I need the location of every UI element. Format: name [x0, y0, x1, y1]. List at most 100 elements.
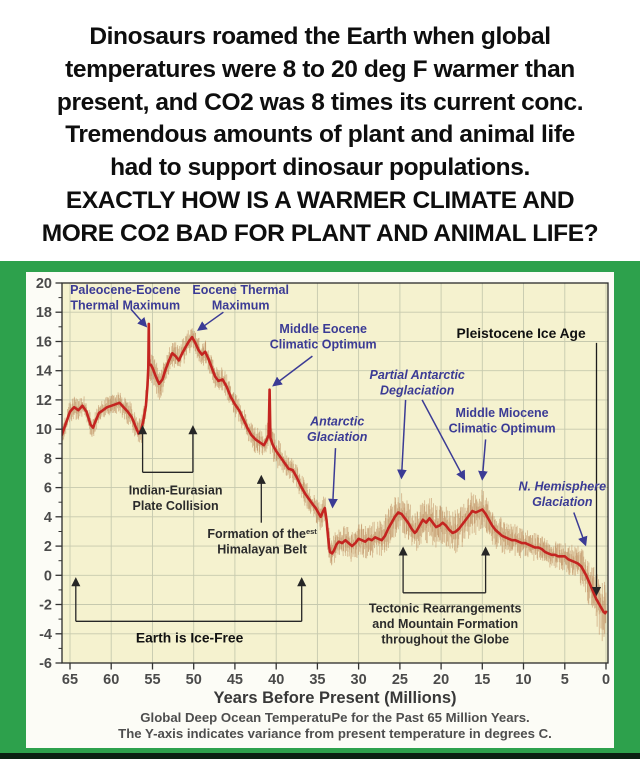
noise-stroke — [546, 539, 548, 560]
noise-stroke — [424, 500, 426, 531]
annotation-arrow — [197, 311, 224, 331]
meme-line: EXACTLY HOW IS A WARMER CLIMATE AND — [65, 186, 575, 214]
x-tick-label: 30 — [351, 672, 367, 688]
y-tick-label: 4 — [44, 510, 52, 526]
annotation-label: Middle Miocene — [456, 406, 549, 420]
x-tick-label: 60 — [103, 672, 119, 688]
noise-stroke — [375, 528, 378, 555]
noise-stroke — [417, 518, 419, 549]
noise-stroke — [403, 502, 406, 539]
annotation-label: Earth is Ice-Free — [136, 631, 244, 646]
meme-line: temperatures were 8 to 20 deg F warmer t… — [65, 55, 575, 83]
noise-stroke — [562, 545, 564, 571]
annotation-label: Plate Collision — [133, 499, 219, 513]
noise-stroke — [527, 535, 530, 558]
noise-stroke — [604, 584, 606, 624]
annotation-label: Partial Antarctic — [369, 368, 464, 382]
annotation-label: Climatic Optimum — [270, 337, 377, 351]
y-tick-label: 10 — [36, 422, 52, 438]
frame-bottom-strip — [0, 753, 640, 759]
annotation-label: Maximum — [212, 299, 270, 313]
annotation-label: Tectonic Rearrangements — [369, 602, 522, 616]
y-tick-label: 0 — [44, 568, 52, 584]
noise-stroke — [121, 397, 123, 418]
noise-stroke — [106, 396, 109, 412]
noise-stroke — [430, 497, 432, 536]
annotation-arrow — [478, 439, 488, 481]
x-tick-label: 40 — [268, 672, 284, 688]
noise-stroke — [563, 548, 565, 570]
y-tick-label: 18 — [36, 305, 52, 321]
meme-line: present, and CO2 was 8 times its current… — [56, 88, 584, 116]
x-tick-label: 65 — [62, 672, 78, 688]
meme-line: Tremendous amounts of plant and animal l… — [65, 121, 575, 149]
x-tick-label: 10 — [515, 672, 531, 688]
meme-text-block: Dinosaurs roamed the Earth when global t… — [0, 21, 640, 251]
y-tick-label: 12 — [36, 393, 52, 409]
noise-stroke — [479, 501, 482, 516]
noise-stroke — [453, 516, 455, 540]
x-tick-label: 50 — [186, 672, 202, 688]
meme-line: MORE CO2 BAD FOR PLANT AND ANIMAL LIFE? — [41, 219, 599, 247]
noise-stroke — [468, 498, 470, 527]
chart-inner-panel: 20 18 16 14 12 10 8 6 4 2 0 -2 -4 -6 65 60 55 50 45 40 35 30 2… — [26, 272, 614, 748]
curve-line — [62, 322, 608, 615]
y-tick-label: 20 — [36, 276, 52, 292]
grid-lines — [62, 282, 608, 664]
noise-stroke — [594, 575, 597, 608]
x-tick-label: 35 — [309, 672, 325, 688]
annotation-label: Middle Eocene — [279, 322, 367, 336]
annotation-arrow — [130, 308, 148, 328]
x-tick-label: 25 — [392, 672, 408, 688]
annotation-label: Himalayan Belt — [217, 543, 307, 557]
chart-annotations: Paleocene-Eocene Thermal Maximum Eocene Th… — [70, 283, 606, 647]
annotation-label: Glaciation — [307, 430, 368, 444]
annotation-label: Formation of theest — [207, 527, 317, 541]
noise-stroke — [365, 531, 368, 559]
noise-stroke — [435, 509, 437, 548]
meme-line: Dinosaurs roamed the Earth when global — [89, 23, 551, 50]
noise-stroke — [257, 432, 260, 446]
noise-stroke — [377, 527, 380, 544]
y-tick-label: 14 — [36, 364, 52, 380]
annotation-label: N. Hemisphere — [519, 480, 607, 494]
annotation-label: and Mountain Formation — [372, 617, 518, 631]
annotation-arrow — [421, 399, 466, 481]
x-axis-title: Years Before Present (Millions) — [214, 689, 457, 707]
noise-stroke — [422, 503, 425, 533]
temperature-curve — [62, 322, 608, 615]
x-tick-label: 5 — [561, 672, 569, 688]
noise-stroke — [474, 495, 477, 524]
annotation-label: Climatic Optimum — [449, 421, 556, 435]
x-tick-label: 20 — [433, 672, 449, 688]
noise-stroke — [415, 516, 418, 551]
y-tick-label: -2 — [39, 598, 52, 614]
noise-stroke — [158, 374, 160, 400]
x-tick-label: 45 — [227, 672, 243, 688]
annotation-label: Thermal Maximum — [70, 299, 180, 313]
noise-stroke — [472, 494, 475, 517]
noise-stroke — [385, 514, 387, 547]
y-tick-label: 6 — [44, 481, 52, 497]
annotation-arrow — [573, 512, 588, 547]
noise-stroke — [341, 535, 344, 557]
annotation-arrow — [397, 399, 407, 480]
annotation-label: Indian-Eurasian — [129, 483, 223, 497]
noise-stroke — [352, 533, 355, 550]
y-tick-label: 16 — [36, 335, 52, 351]
annotation-label: Antarctic — [309, 415, 364, 429]
x-tick-label: 0 — [602, 672, 610, 688]
y-tick-label: 8 — [44, 451, 52, 467]
annotation-arrow — [328, 448, 338, 509]
noise-stroke — [476, 501, 479, 527]
x-tick-label: 15 — [474, 672, 490, 688]
noise-stroke — [566, 552, 568, 573]
noise-stroke — [343, 525, 345, 551]
noise-stroke — [110, 396, 112, 412]
meme-line: had to support dinosaur populations. — [110, 154, 530, 182]
noise-stroke — [454, 523, 456, 551]
chart-caption-line2: The Y-axis indicates variance from prese… — [118, 726, 552, 741]
noise-stroke — [451, 525, 454, 549]
